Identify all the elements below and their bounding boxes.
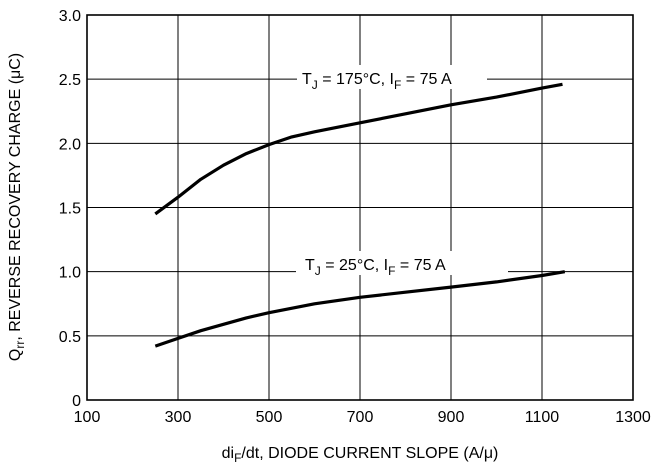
y-tick-label: 3.0 — [59, 8, 81, 25]
x-tick-labels: 100 300 500 700 900 1100 1300 — [74, 409, 651, 426]
y-axis-label: Qrr, REVERSE RECOVERY CHARGE (μC) — [7, 53, 27, 361]
series-lines — [154, 82, 566, 348]
x-tick-label: 900 — [438, 409, 465, 426]
x-tick-label: 700 — [347, 409, 374, 426]
y-tick-label: 1.0 — [59, 265, 81, 282]
y-tick-label: 1.5 — [59, 201, 81, 218]
x-tick-label: 1100 — [525, 409, 560, 426]
x-tick-label: 100 — [74, 409, 101, 426]
y-tick-label: 0.5 — [59, 329, 81, 346]
y-tick-label: 2.5 — [59, 72, 81, 89]
series-label-25: TJ = 25°C, IF = 75 A — [305, 257, 446, 278]
series-label-175-bg — [297, 65, 487, 89]
series-line-0 — [154, 82, 563, 216]
y-tick-labels: 0 0.5 1.0 1.5 2.0 2.5 3.0 — [59, 8, 81, 410]
x-axis-label: diF/dt, DIODE CURRENT SLOPE (A/μ) — [222, 445, 499, 465]
series-label-175: TJ = 175°C, IF = 75 A — [302, 71, 452, 92]
plot-frame — [86, 14, 634, 401]
x-tick-label: 500 — [256, 409, 283, 426]
y-tick-label: 0 — [72, 393, 81, 410]
series-label-25-bg — [296, 251, 508, 275]
series-line-1 — [154, 270, 566, 348]
x-tick-label: 300 — [165, 409, 192, 426]
x-tick-label: 1300 — [615, 409, 651, 426]
y-tick-label: 2.0 — [59, 136, 81, 153]
